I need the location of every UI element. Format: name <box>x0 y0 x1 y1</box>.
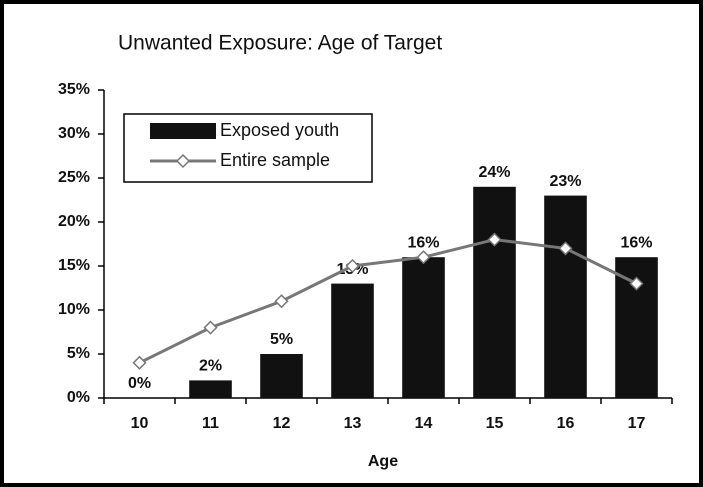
bar <box>473 186 516 398</box>
y-tick-label: 10% <box>58 301 90 318</box>
legend-label: Entire sample <box>220 150 330 170</box>
marker <box>345 258 360 274</box>
x-tick-label: 14 <box>415 415 433 432</box>
bar <box>544 195 587 398</box>
y-tick-label: 5% <box>67 345 90 362</box>
x-tick-label: 15 <box>486 415 504 432</box>
x-tick-label: 10 <box>131 415 149 432</box>
data-label: 16% <box>407 234 439 251</box>
y-tick-label: 20% <box>58 213 90 230</box>
data-label: 24% <box>478 164 510 181</box>
chart-title: Unwanted Exposure: Age of Target <box>118 32 442 55</box>
marker <box>416 250 431 265</box>
data-label: 23% <box>549 173 581 190</box>
y-tick-label: 35% <box>58 81 90 98</box>
x-tick-label: 12 <box>273 415 291 432</box>
marker <box>487 232 502 247</box>
data-label: 0% <box>128 375 151 392</box>
bar <box>331 283 374 398</box>
y-tick-label: 15% <box>58 257 90 274</box>
line <box>138 238 638 365</box>
x-tick-label: 13 <box>344 415 362 432</box>
bar <box>189 380 232 398</box>
y-tick-label: 30% <box>58 125 90 142</box>
data-label: 16% <box>620 234 652 251</box>
bar <box>260 354 303 398</box>
x-tick-label: 11 <box>202 415 219 432</box>
x-tick-label: 17 <box>628 415 646 432</box>
marker <box>274 294 289 309</box>
data-label: 5% <box>270 331 293 348</box>
bar <box>402 257 445 398</box>
x-axis-label: Age <box>368 453 398 470</box>
legend-swatch <box>150 123 216 139</box>
legend-label: Exposed youth <box>220 120 339 140</box>
legend-marker <box>175 153 191 169</box>
y-tick-label: 25% <box>58 169 90 186</box>
marker <box>132 355 147 370</box>
marker <box>558 241 573 256</box>
data-label: 2% <box>199 358 222 375</box>
x-tick-label: 16 <box>557 415 575 432</box>
marker <box>203 320 218 335</box>
marker <box>629 276 644 291</box>
y-tick-label: 0% <box>67 389 90 406</box>
